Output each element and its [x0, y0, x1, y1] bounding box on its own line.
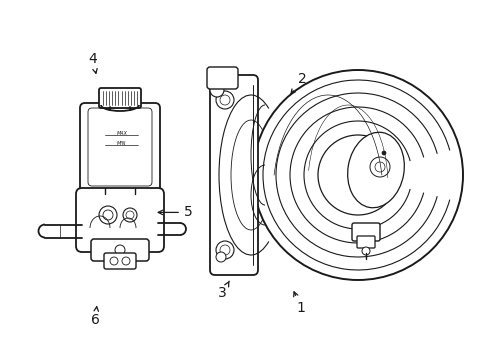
FancyBboxPatch shape — [209, 75, 258, 275]
Circle shape — [99, 206, 117, 224]
Text: 2: 2 — [290, 72, 306, 94]
Circle shape — [209, 83, 224, 97]
Text: MIN: MIN — [117, 141, 126, 146]
Circle shape — [317, 135, 397, 215]
Text: 1: 1 — [293, 292, 305, 315]
FancyBboxPatch shape — [80, 103, 160, 193]
Circle shape — [122, 257, 130, 265]
Text: 3: 3 — [218, 281, 229, 300]
Circle shape — [252, 70, 462, 280]
FancyBboxPatch shape — [88, 108, 152, 186]
Circle shape — [369, 157, 389, 177]
Circle shape — [115, 245, 125, 255]
Circle shape — [220, 95, 229, 105]
FancyBboxPatch shape — [99, 88, 141, 108]
Circle shape — [381, 151, 385, 155]
Circle shape — [220, 245, 229, 255]
FancyBboxPatch shape — [351, 223, 379, 241]
Circle shape — [126, 211, 134, 219]
Text: 5: 5 — [158, 206, 192, 219]
Circle shape — [123, 208, 137, 222]
Circle shape — [216, 91, 234, 109]
Text: 4: 4 — [88, 53, 97, 73]
FancyBboxPatch shape — [76, 188, 163, 252]
FancyBboxPatch shape — [356, 236, 374, 248]
Circle shape — [216, 252, 225, 262]
Ellipse shape — [347, 132, 404, 208]
Text: MAX: MAX — [116, 131, 127, 136]
Circle shape — [361, 247, 369, 255]
FancyBboxPatch shape — [104, 253, 136, 269]
FancyBboxPatch shape — [206, 67, 238, 89]
FancyBboxPatch shape — [91, 239, 149, 261]
Circle shape — [110, 257, 118, 265]
Circle shape — [103, 210, 113, 220]
Text: 6: 6 — [91, 307, 100, 327]
Circle shape — [374, 162, 384, 172]
Circle shape — [216, 241, 234, 259]
